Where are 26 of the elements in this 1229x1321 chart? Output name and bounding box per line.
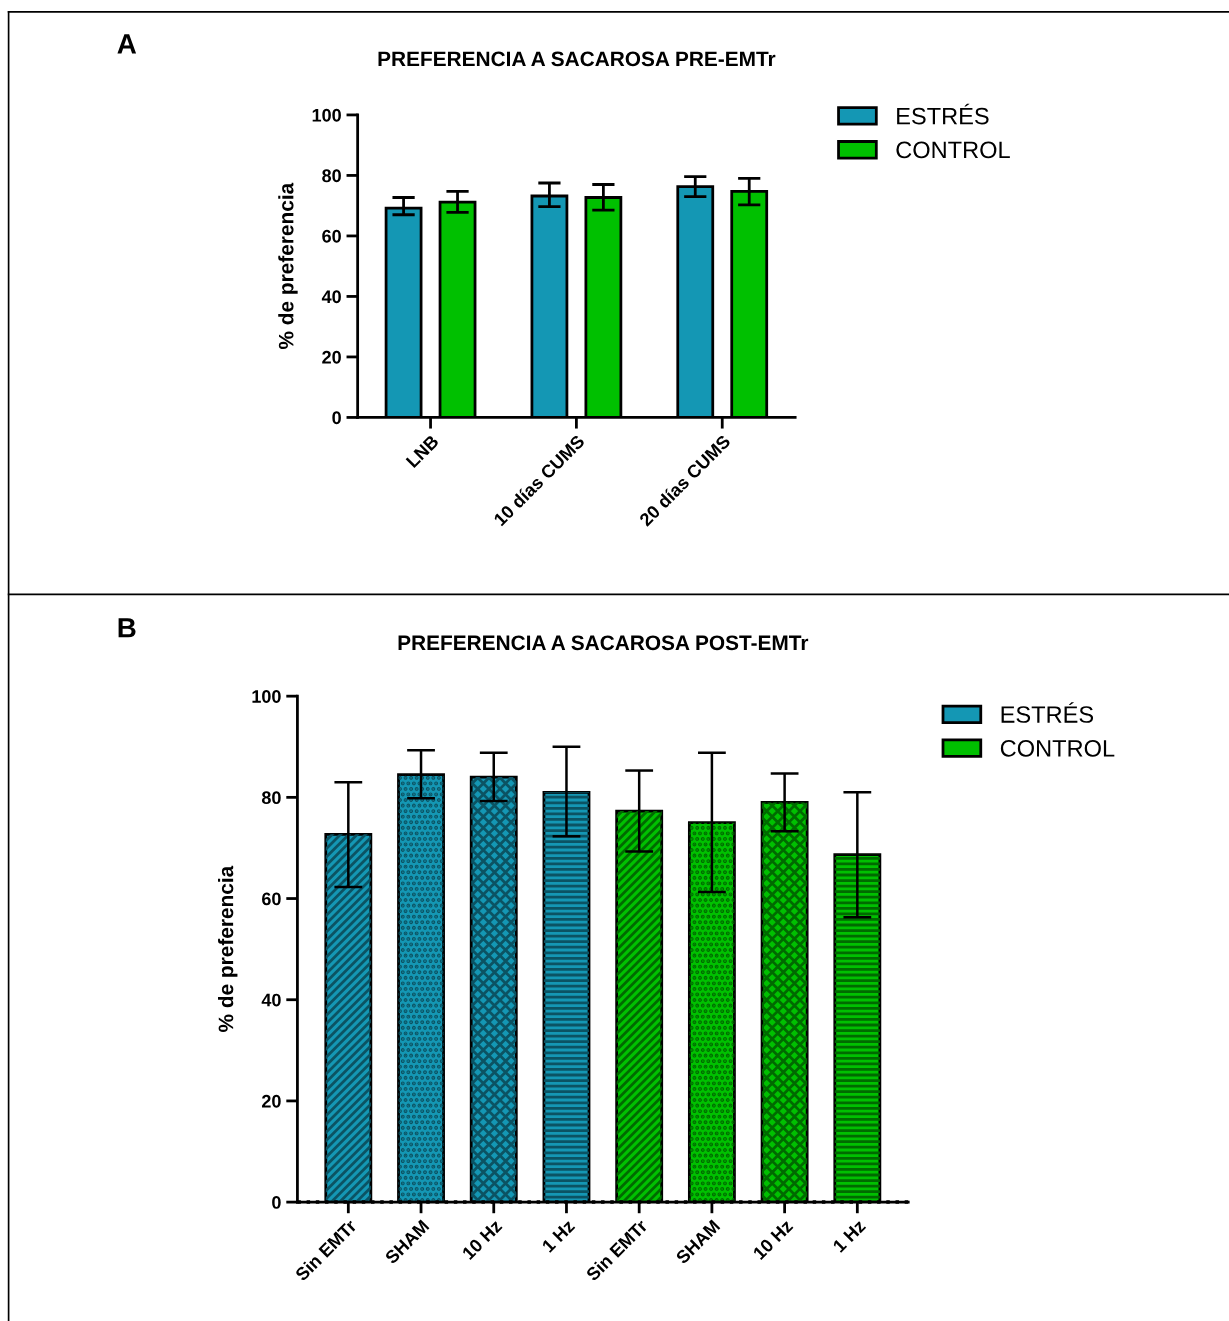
y-axis-title: % de preferencia <box>218 865 238 1032</box>
chart-title: PREFERENCIA A SACAROSA PRE-EMTr <box>378 51 776 67</box>
x-tick-label: 10 Hz <box>752 1218 794 1261</box>
y-tick-label: 60 <box>262 892 281 906</box>
y-tick-label: 20 <box>322 350 341 364</box>
text: B <box>118 618 136 638</box>
y-tick-label: 0 <box>272 1196 281 1209</box>
y-tick-label: 100 <box>312 108 341 122</box>
text: A <box>117 34 137 54</box>
legend-label: CONTROL <box>1000 739 1115 757</box>
legend-label: ESTRÉS <box>1001 702 1094 723</box>
legend-label: CONTROL <box>896 141 1010 159</box>
y-tick-label: 80 <box>322 169 341 183</box>
y-tick-label: 40 <box>321 290 341 304</box>
y-axis-title: % de preferencia <box>278 182 298 350</box>
y-tick-label: 20 <box>261 1094 281 1108</box>
y-tick-label: 100 <box>252 690 281 703</box>
y-tick-label: 40 <box>261 993 281 1007</box>
y-tick-label: 80 <box>261 791 281 805</box>
legend-label: ESTRÉS <box>897 103 989 125</box>
x-tick-label: 1 Hz <box>541 1219 576 1253</box>
y-tick-label: 60 <box>322 229 341 243</box>
y-tick-label: 0 <box>332 411 341 425</box>
x-tick-label: 10 Hz <box>461 1218 503 1261</box>
chart-title: PREFERENCIA A SACAROSA POST-EMTr <box>398 635 809 651</box>
x-tick-label: 1 Hz <box>832 1219 867 1253</box>
